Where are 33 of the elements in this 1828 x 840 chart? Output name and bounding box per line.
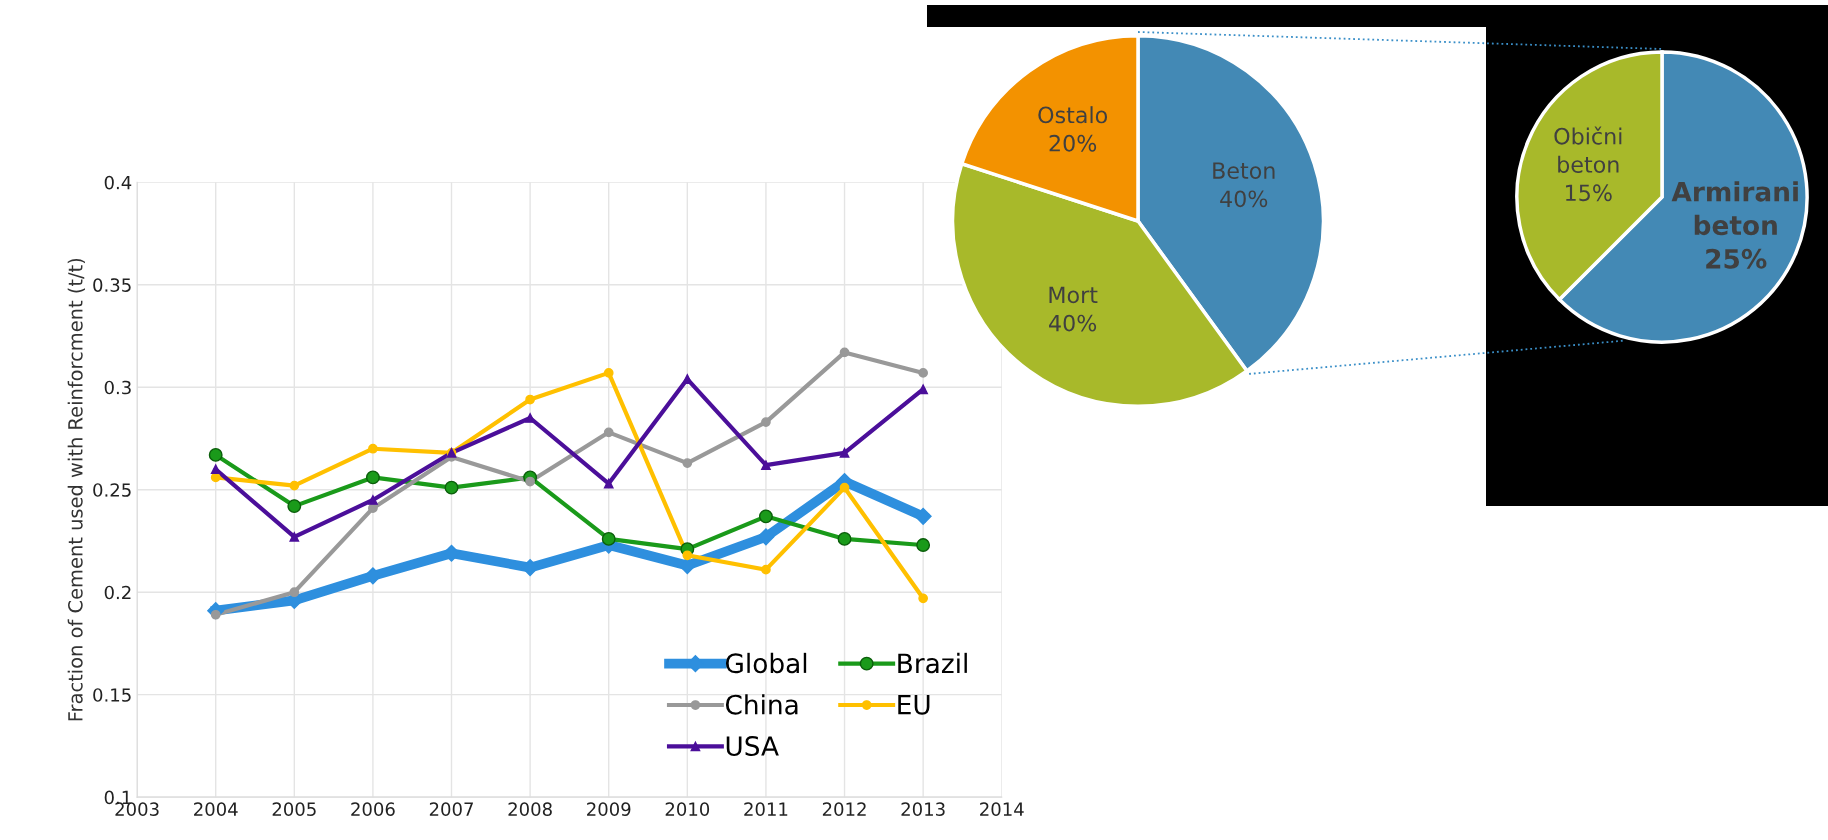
y-tick-label: 0.4 [104, 175, 132, 190]
y-tick-label: 0.15 [93, 688, 131, 702]
data-label: 40% [1049, 314, 1097, 332]
x-tick-label: 2005 [272, 802, 316, 816]
y-tick-label: 0.3 [104, 380, 131, 395]
x-tick-label: 2004 [194, 802, 238, 816]
y-tick-label: 0.35 [93, 278, 131, 292]
x-tick-label: 2012 [822, 802, 866, 816]
slice-label: Ostalo [1038, 106, 1108, 124]
x-tick-label: 2008 [508, 802, 552, 816]
x-tick-label: 2010 [665, 802, 710, 816]
data-label: 15% [1566, 184, 1612, 202]
slice-label: Armirani beton [1671, 181, 1798, 236]
data-label: 25% [1706, 248, 1767, 269]
legend-label: China [725, 694, 798, 715]
legend-label: Global [725, 652, 807, 674]
y-tick-label: 0.2 [104, 585, 131, 600]
slice-label: Mort [1049, 286, 1098, 304]
slice-label: Obični beton [1554, 126, 1622, 173]
x-tick-label: 2011 [744, 802, 788, 816]
x-tick-label: 2009 [587, 802, 631, 816]
legend-label: Brazil [898, 652, 967, 674]
slice-label: Beton [1213, 162, 1275, 179]
y-tick-label: 0.25 [93, 483, 131, 497]
data-label: 40% [1220, 190, 1268, 208]
x-tick-label: 2007 [429, 802, 473, 816]
x-tick-label: 2006 [351, 802, 395, 816]
legend-label: USA [726, 736, 779, 756]
data-label: 20% [1049, 134, 1097, 152]
x-tick-label: 2014 [980, 802, 1024, 816]
x-tick-label: 2013 [901, 802, 945, 816]
legend-label: EU [898, 695, 930, 715]
y-axis-title: Fraction of Cement used with Reinforcment (t/t) [67, 258, 85, 721]
